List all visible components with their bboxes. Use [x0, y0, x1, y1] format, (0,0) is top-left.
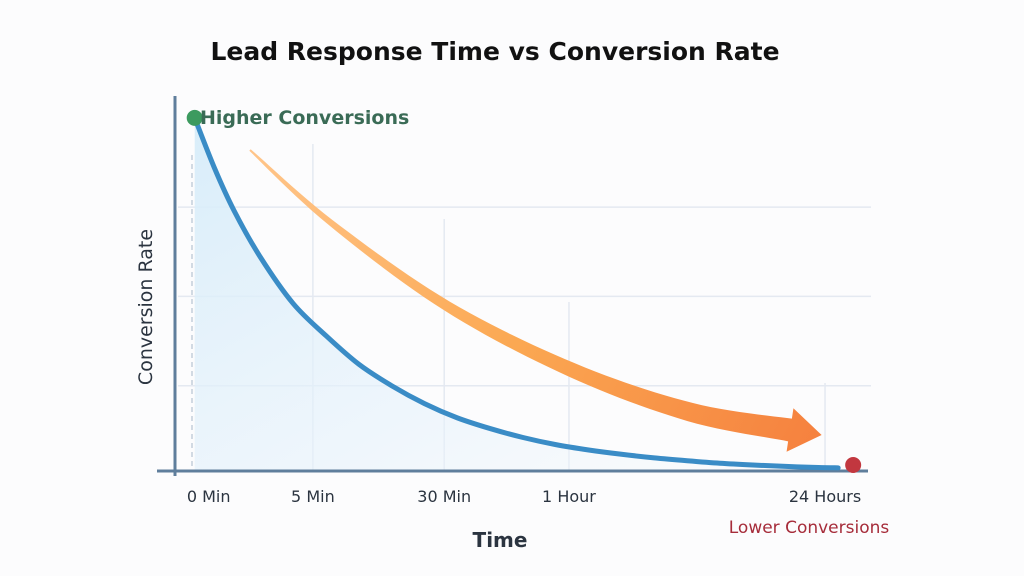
- trend-arrow: [249, 149, 822, 452]
- start-point-marker: [186, 109, 203, 126]
- series-line-conversion-rate: [192, 115, 841, 471]
- x-tick-label: 24 Hours: [789, 487, 861, 506]
- annotation-higher-conversions: Higher Conversions: [200, 107, 409, 129]
- x-tick-label: 1 Hour: [542, 487, 596, 506]
- annotation-lower-conversions: Lower Conversions: [729, 518, 890, 538]
- end-point-marker: [845, 457, 862, 473]
- x-tick-label: 5 Min: [291, 487, 335, 506]
- gridlines: [178, 144, 871, 471]
- x-tick-label: 30 Min: [417, 487, 471, 506]
- x-axis-label: Time: [473, 528, 528, 552]
- y-axis-label: Conversion Rate: [135, 229, 157, 385]
- x-tick-label: 0 Min: [187, 487, 231, 506]
- area-fill: [194, 117, 839, 470]
- chart-title: Lead Response Time vs Conversion Rate: [210, 37, 779, 66]
- x-tick-labels: 0 Min 5 Min 30 Min 1 Hour 24 Hours: [187, 487, 861, 506]
